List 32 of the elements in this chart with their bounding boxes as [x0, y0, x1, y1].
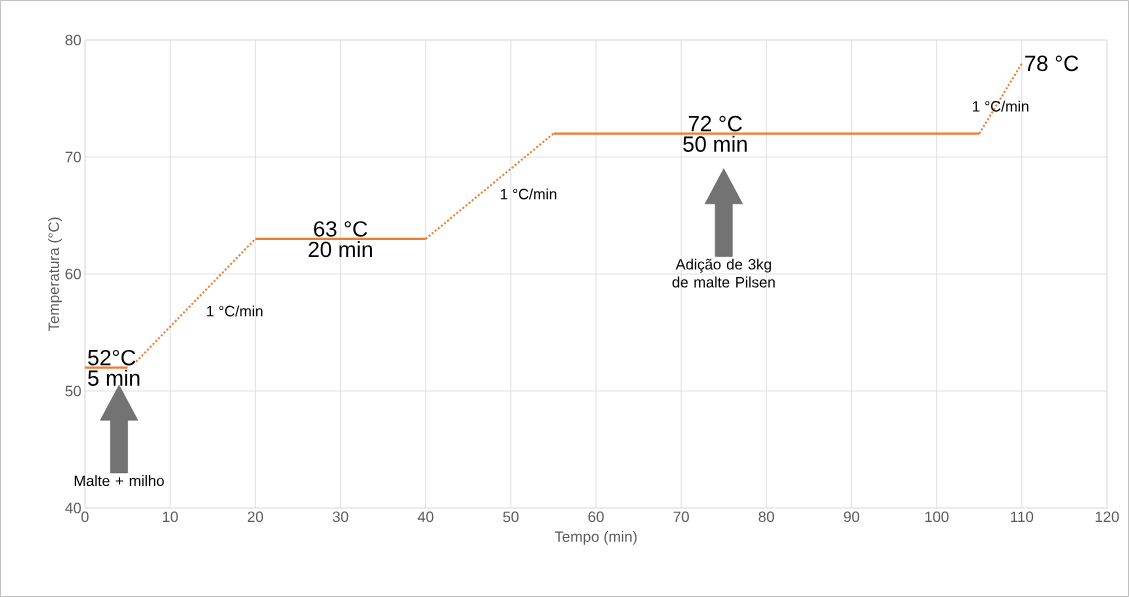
x-tick-label: 60 — [588, 511, 604, 523]
x-axis-title: Tempo (min) — [554, 530, 637, 545]
annotation: 1 °C/min — [500, 188, 557, 200]
y-axis-title: Temperatura (°C) — [48, 217, 63, 332]
y-tick-label: 60 — [65, 268, 81, 280]
y-tick-label: 80 — [65, 34, 81, 46]
x-tick-label: 0 — [81, 511, 89, 523]
y-tick-label: 70 — [65, 151, 81, 163]
annotation: 1 °C/min — [972, 100, 1029, 112]
x-tick-label: 20 — [247, 511, 264, 523]
x-tick-label: 40 — [417, 511, 434, 523]
x-tick-label: 120 — [1095, 511, 1119, 523]
annotation: 78 °C — [1025, 55, 1079, 72]
x-tick-label: 80 — [758, 511, 775, 523]
x-tick-label: 70 — [673, 511, 689, 523]
x-tick-label: 10 — [163, 511, 178, 523]
annotation: 1 °C/min — [207, 305, 263, 317]
annotation: 72 °C — [688, 115, 742, 132]
annotation: 50 min — [683, 135, 747, 152]
annotation: 20 min — [308, 241, 372, 258]
x-tick-label: 110 — [1011, 511, 1034, 523]
x-tick-label: 90 — [843, 511, 860, 523]
y-tick-label: 50 — [65, 385, 81, 397]
x-tick-label: 50 — [503, 511, 519, 523]
x-tick-label: 30 — [332, 511, 349, 523]
annotation: 52°C — [88, 349, 136, 366]
annotation: 63 °C — [314, 221, 368, 237]
annotation: 5 min — [88, 369, 140, 386]
y-tick-label: 40 — [65, 502, 81, 514]
annotation: Adição de 3kg de malte Pilsen — [672, 258, 775, 288]
x-tick-label: 100 — [925, 511, 949, 523]
annotation: Malte + milho — [74, 475, 164, 487]
